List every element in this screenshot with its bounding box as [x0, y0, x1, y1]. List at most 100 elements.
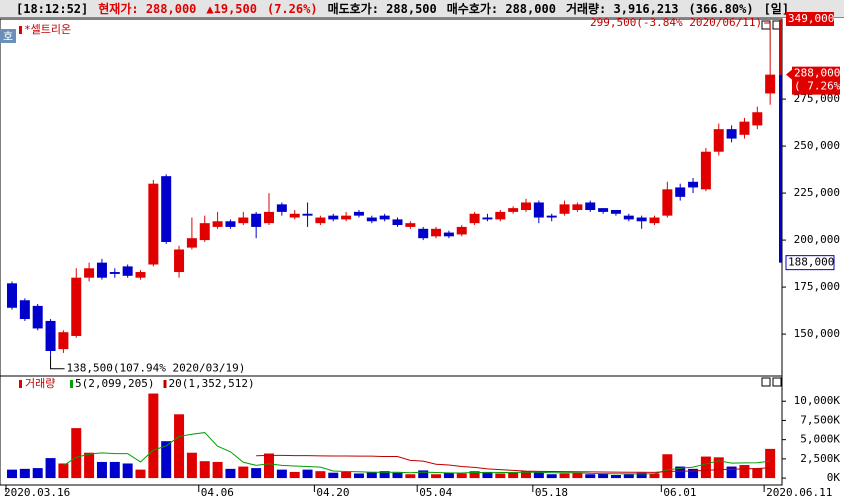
- legend-swatch: [163, 380, 167, 388]
- candle-body: [765, 74, 776, 94]
- volume-bar: [302, 469, 313, 479]
- candle-body: [58, 332, 69, 350]
- volume-bar: [276, 469, 287, 479]
- lower-limit-bar: [779, 74, 782, 263]
- candle-body: [598, 208, 609, 212]
- toolbar-item: 매수호가: 288,000: [446, 2, 556, 16]
- volume-bar: [636, 472, 647, 479]
- panel-button[interactable]: [761, 377, 771, 387]
- volume-bar: [58, 463, 69, 479]
- toolbar-item: [18:12:52]: [16, 1, 89, 16]
- toolbar-item: (366.80%): [688, 1, 754, 16]
- volume-bar: [675, 466, 686, 479]
- volume-bar: [688, 468, 699, 479]
- x-tick-label: 06.01: [663, 486, 696, 499]
- candle-body: [752, 112, 763, 126]
- y-tick-label: 200,000: [794, 233, 840, 246]
- volume-bar: [122, 463, 133, 479]
- y-tick-label: 250,000: [794, 139, 840, 152]
- candle-body: [662, 189, 673, 216]
- volume-bar: [469, 471, 480, 479]
- annotation: 138,500(107.94% 2020/03/19): [67, 362, 246, 375]
- candle-body: [161, 176, 172, 242]
- candle-body: [7, 283, 17, 308]
- candle-body: [19, 300, 30, 320]
- volume-bar: [521, 471, 531, 479]
- volume-bar: [379, 471, 390, 479]
- volume-bar: [482, 471, 493, 479]
- candle-body: [521, 202, 531, 211]
- y-tick-label: 0K: [827, 471, 841, 484]
- y-tick-label: 275,000: [794, 92, 840, 105]
- volume-bar: [572, 472, 583, 479]
- volume-panel: [0, 375, 783, 486]
- volume-bar: [495, 473, 506, 479]
- panel-button[interactable]: [772, 377, 782, 387]
- y-tick-label: 175,000: [794, 280, 840, 293]
- candle-body: [456, 226, 467, 235]
- candle-body: [636, 217, 647, 222]
- candle-body: [148, 183, 159, 265]
- candle-body: [675, 187, 686, 197]
- legend-swatch: [19, 26, 22, 34]
- volume-bar: [765, 448, 776, 479]
- candle-body: [572, 204, 583, 211]
- candle-body: [366, 217, 377, 222]
- candle-body: [212, 221, 223, 227]
- volume-bar: [366, 471, 377, 479]
- candle-body: [45, 320, 56, 352]
- y-tick-label: 5,000K: [800, 433, 840, 446]
- y-tick-label: 7,500K: [800, 413, 840, 426]
- legend-label: 5(2,099,205): [75, 377, 154, 390]
- candle-body: [341, 215, 352, 220]
- legend-swatch: [70, 380, 73, 388]
- toolbar-item: 매도호가: 288,500: [327, 2, 437, 16]
- candle-body: [315, 217, 326, 224]
- volume-bar: [726, 466, 737, 479]
- volume-bar: [739, 465, 750, 479]
- candle-body: [302, 213, 313, 216]
- toolbar-item: 거래량: 3,916,213: [565, 2, 679, 16]
- candle-body: [122, 266, 133, 276]
- candle-body: [559, 204, 570, 214]
- volume-bar: [135, 469, 146, 479]
- candle-body: [32, 305, 43, 329]
- last-price-label: 288,000: [794, 67, 840, 80]
- x-tick-label: 2020.03.16: [4, 486, 70, 499]
- candle-body: [431, 228, 442, 237]
- candle-body: [418, 228, 429, 239]
- volume-bar: [431, 474, 442, 479]
- toolbar-item: (7.26%): [266, 1, 318, 16]
- volume-bar: [84, 452, 95, 479]
- candle-body: [289, 213, 300, 218]
- candle-body: [96, 262, 107, 278]
- panel-button[interactable]: [761, 20, 771, 30]
- volume-bar: [186, 452, 197, 479]
- candle-body: [700, 151, 711, 190]
- volume-bar: [585, 474, 596, 479]
- volume-bar: [392, 472, 403, 479]
- volume-bar: [225, 468, 236, 479]
- volume-bar: [148, 393, 159, 479]
- candle-body: [469, 213, 480, 224]
- volume-bar: [289, 471, 300, 479]
- annotation: 299,500(-3.84% 2020/06/11): [590, 16, 762, 29]
- lower-limit-label: 188,000: [788, 256, 834, 269]
- candle-body: [199, 223, 210, 241]
- volume-bar: [443, 472, 454, 479]
- last-price-arrow: [786, 69, 792, 80]
- volume-bar: [418, 470, 429, 479]
- candle-body: [71, 277, 82, 336]
- volume-bar: [238, 466, 249, 479]
- volume-bar: [598, 473, 609, 479]
- candle-body: [135, 272, 146, 278]
- x-tick-label: 2020.06.11: [766, 486, 832, 499]
- candle-body: [225, 221, 236, 227]
- candle-body: [649, 217, 660, 224]
- volume-bar: [662, 454, 673, 479]
- volume-bar: [623, 474, 634, 479]
- volume-bar: [649, 473, 660, 479]
- x-tick-label: 05.18: [535, 486, 568, 499]
- volume-bar: [212, 461, 223, 479]
